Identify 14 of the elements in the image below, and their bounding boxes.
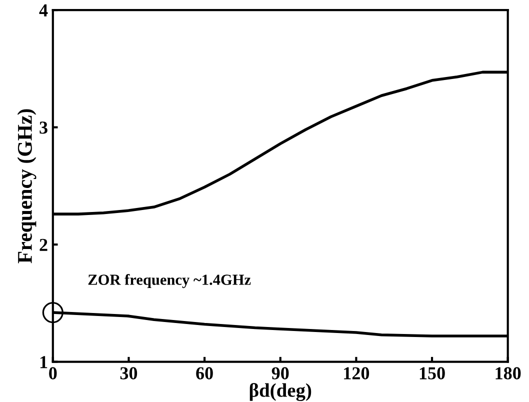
x-tick-label: 150 [420,367,445,380]
y-axis-title: Frequency (GHz) [17,109,36,264]
y-tick-label: 3 [40,122,48,134]
x-tick-label: 0 [49,367,57,380]
y-tick-label: 1 [40,356,48,368]
x-tick-label: 30 [120,367,138,380]
x-axis-title: βd(deg) [250,383,312,402]
x-tick-label: 90 [272,367,289,380]
x-tick-label: 60 [196,367,213,380]
x-tick-label: 120 [344,367,370,380]
x-tick-label: 180 [496,367,521,380]
y-tick-label: 2 [40,238,48,251]
y-tick-label: 4 [39,4,48,16]
annotation: ZOR frequency ~1.4GHz [88,274,251,288]
